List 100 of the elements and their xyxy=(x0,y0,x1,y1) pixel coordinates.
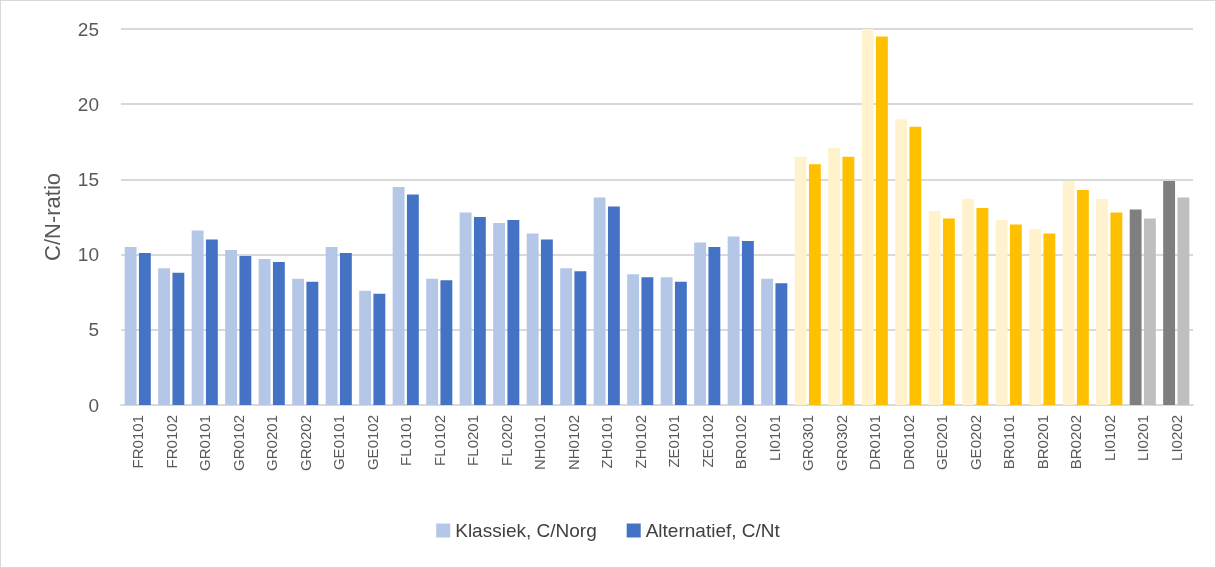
bar xyxy=(239,256,252,405)
x-tick-label: LI0201 xyxy=(1134,415,1152,461)
legend-label: Klassiek, C/Norg xyxy=(455,520,597,541)
x-tick-label: FR0101 xyxy=(129,415,147,469)
bar xyxy=(928,210,941,405)
x-tick-label: LI0102 xyxy=(1100,415,1118,461)
bar xyxy=(1163,180,1176,405)
bar xyxy=(574,271,587,405)
bar xyxy=(861,29,874,405)
bar xyxy=(406,194,419,405)
bar xyxy=(660,277,673,405)
bar xyxy=(708,247,721,405)
x-tick-label: BR0101 xyxy=(1000,415,1018,470)
bar xyxy=(560,268,573,405)
bar xyxy=(1096,198,1109,405)
x-tick-label: NH0102 xyxy=(564,415,582,471)
bar xyxy=(158,268,171,405)
bar xyxy=(627,274,640,405)
y-tick-label: 20 xyxy=(77,93,99,115)
bar xyxy=(1062,180,1075,405)
bar xyxy=(895,119,908,405)
bar xyxy=(493,223,506,405)
x-tick-label: BR0202 xyxy=(1067,415,1085,470)
bar xyxy=(842,156,855,405)
x-tick-label: GE0101 xyxy=(330,415,348,471)
bar xyxy=(473,217,486,405)
x-tick-label: GR0202 xyxy=(296,415,314,471)
bar xyxy=(172,272,185,405)
x-tick-label: DR0102 xyxy=(899,415,917,471)
bar xyxy=(593,197,606,405)
bar xyxy=(306,281,319,405)
y-tick-label: 15 xyxy=(77,168,99,190)
x-tick-label: GR0101 xyxy=(196,415,214,471)
x-tick-label: LI0101 xyxy=(765,415,783,461)
x-tick-label: NH0101 xyxy=(531,415,549,471)
bar xyxy=(339,253,352,405)
bar xyxy=(761,278,774,405)
bar xyxy=(1110,212,1123,405)
bar xyxy=(942,218,955,405)
bar xyxy=(191,230,204,405)
bar xyxy=(440,280,453,405)
bar xyxy=(828,147,841,405)
x-tick-label: ZE0101 xyxy=(665,415,683,468)
x-tick-label: FL0202 xyxy=(497,415,515,466)
bar xyxy=(258,259,271,405)
bar xyxy=(205,239,218,405)
bar xyxy=(775,283,788,405)
bar xyxy=(808,164,821,405)
bar xyxy=(272,262,285,405)
x-tick-label: BR0102 xyxy=(732,415,750,470)
bar xyxy=(426,278,439,405)
x-tick-label: GE0102 xyxy=(363,415,381,471)
bar xyxy=(507,220,520,405)
bar xyxy=(1043,233,1056,405)
x-tick-label: FR0102 xyxy=(162,415,180,469)
bar xyxy=(540,239,553,405)
bar xyxy=(694,242,707,405)
x-tick-label: GE0202 xyxy=(966,415,984,471)
x-tick-label: GR0301 xyxy=(799,415,817,471)
bar xyxy=(1076,189,1089,405)
bar xyxy=(607,206,620,405)
bar xyxy=(641,277,654,405)
x-tick-label: GR0102 xyxy=(229,415,247,471)
x-tick-label: ZH0102 xyxy=(631,415,649,469)
legend-label: Alternatief, C/Nt xyxy=(645,520,781,541)
x-tick-label: ZE0102 xyxy=(698,415,716,468)
x-tick-label: LI0202 xyxy=(1167,415,1185,461)
bar xyxy=(1129,209,1142,405)
bar xyxy=(359,290,372,405)
bar xyxy=(976,207,989,405)
x-tick-label: GR0201 xyxy=(263,415,281,471)
bar xyxy=(674,281,687,405)
bar xyxy=(325,247,338,405)
y-tick-label: 10 xyxy=(77,244,99,266)
bar xyxy=(1177,197,1190,405)
bar xyxy=(794,156,807,405)
x-tick-label: FL0101 xyxy=(397,415,415,466)
x-tick-label: DR0101 xyxy=(866,415,884,471)
bar xyxy=(392,186,405,405)
x-tick-label: GE0201 xyxy=(933,415,951,471)
bar xyxy=(741,241,754,405)
x-tick-label: GR0302 xyxy=(832,415,850,471)
bar xyxy=(1029,229,1042,405)
bar xyxy=(373,293,386,405)
x-tick-label: ZH0101 xyxy=(598,415,616,469)
bar xyxy=(124,247,137,405)
bar xyxy=(138,253,151,405)
bar xyxy=(526,233,539,405)
bar xyxy=(225,250,238,405)
y-tick-label: 0 xyxy=(88,394,99,416)
x-tick-label: FL0201 xyxy=(464,415,482,466)
bar xyxy=(962,198,975,405)
bar xyxy=(727,236,740,405)
bar xyxy=(459,212,472,405)
bar xyxy=(995,220,1008,405)
x-tick-label: FL0102 xyxy=(430,415,448,466)
y-tick-label: 25 xyxy=(77,18,99,40)
bar xyxy=(292,278,305,405)
bar xyxy=(1143,218,1156,405)
bar xyxy=(909,126,922,405)
